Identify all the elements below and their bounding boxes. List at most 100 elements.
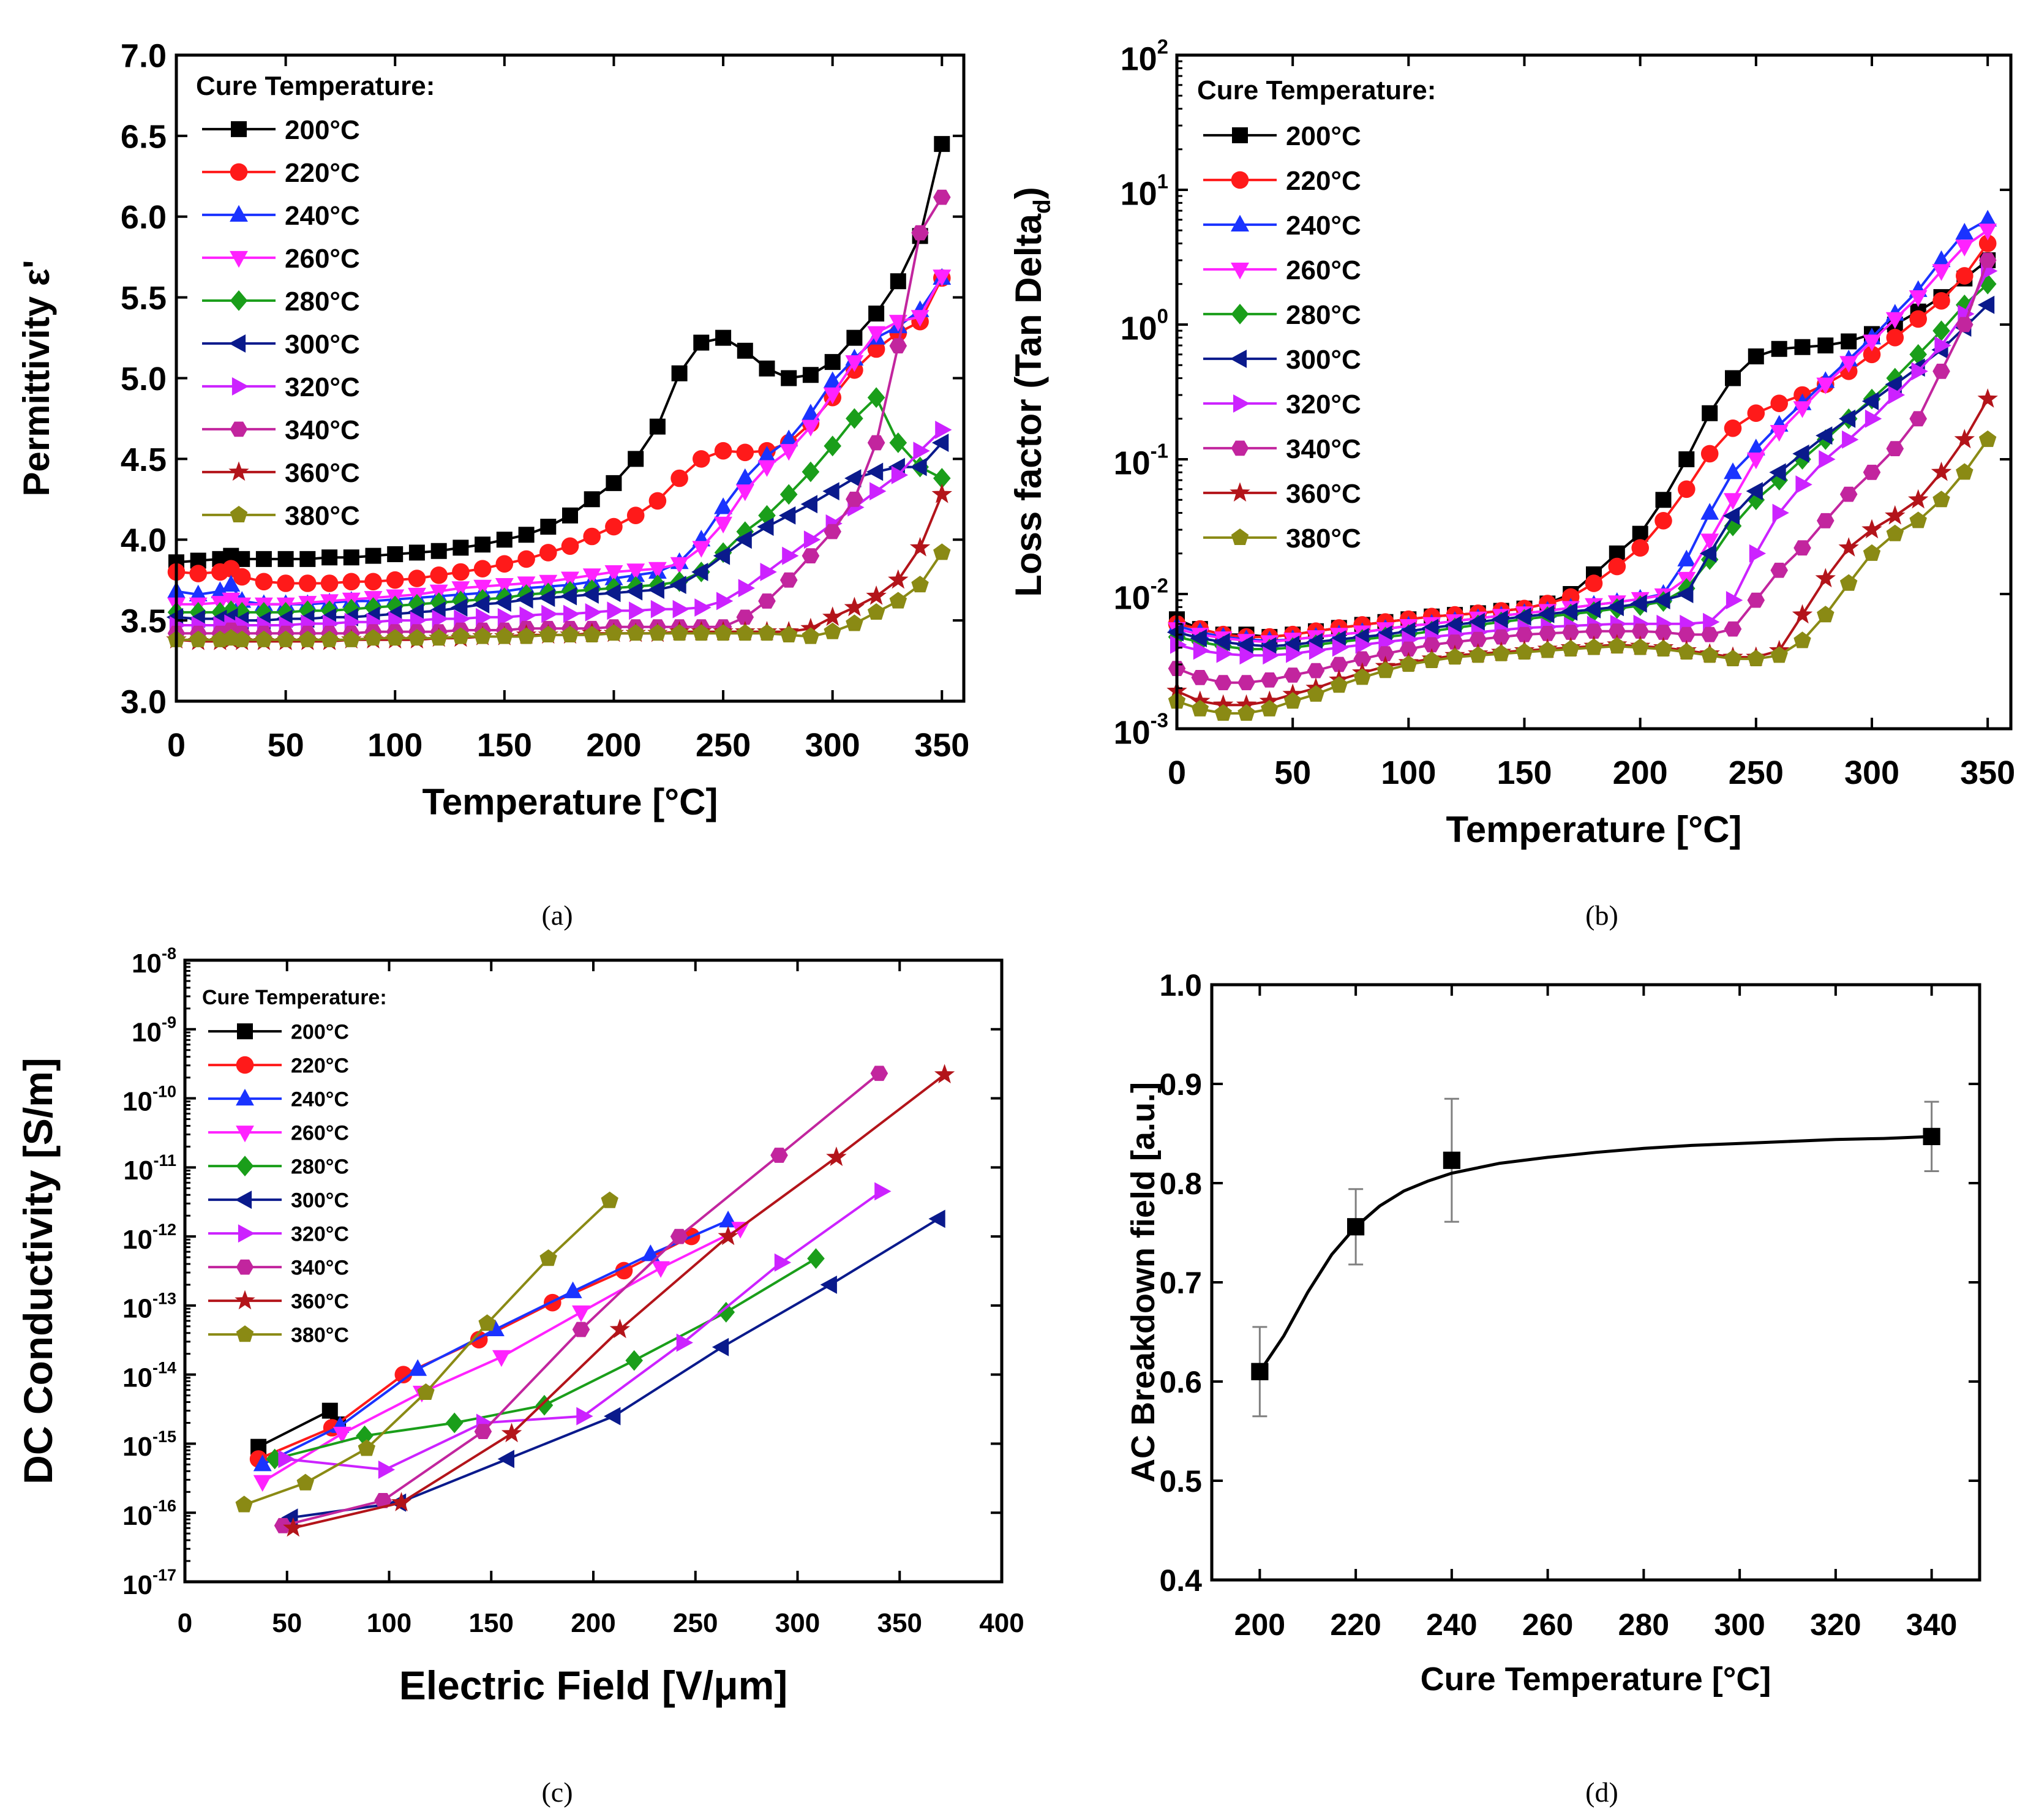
legend-entry-label: 200°C — [291, 1020, 349, 1043]
data-point — [933, 468, 951, 489]
data-point — [583, 625, 601, 642]
data-point — [478, 1314, 496, 1331]
data-point — [824, 524, 841, 540]
data-point — [1978, 224, 1997, 241]
data-point — [1909, 310, 1927, 328]
data-point — [1353, 651, 1371, 667]
data-point — [670, 469, 688, 487]
x-tick-label: 200 — [1234, 1608, 1285, 1642]
data-point — [1330, 656, 1348, 672]
data-point — [517, 627, 535, 644]
data-point — [891, 465, 909, 484]
data-point — [807, 1248, 825, 1269]
legend-entry-label: 220°C — [291, 1054, 349, 1077]
data-point — [452, 563, 470, 581]
x-tick-label: 150 — [477, 727, 532, 764]
x-tick-label: 400 — [979, 1608, 1024, 1638]
data-point — [846, 491, 863, 507]
series-line — [282, 1072, 881, 1527]
data-point — [1283, 667, 1302, 683]
data-point — [604, 1407, 621, 1426]
data-point — [1722, 506, 1740, 525]
data-point — [473, 579, 492, 596]
data-point — [495, 578, 514, 595]
data-point — [826, 1146, 847, 1167]
y-tick-label: 10-13 — [122, 1290, 176, 1324]
data-point — [913, 442, 930, 461]
data-point — [846, 329, 863, 346]
data-point — [1748, 348, 1764, 364]
data-point — [846, 408, 863, 429]
y-tick-label: 0.7 — [1159, 1266, 1202, 1300]
data-point — [889, 338, 907, 354]
data-point — [1795, 475, 1812, 494]
data-point — [1700, 549, 1719, 570]
data-point — [1956, 317, 1974, 333]
data-point — [802, 367, 819, 383]
data-point — [408, 570, 426, 587]
x-tick-label: 200 — [586, 727, 641, 764]
legend-marker — [230, 421, 248, 437]
data-point — [889, 592, 907, 609]
data-point — [1561, 625, 1580, 640]
data-point — [1746, 438, 1765, 456]
data-point — [822, 482, 839, 501]
data-point — [1585, 574, 1603, 592]
data-point — [417, 1383, 435, 1400]
data-point — [1166, 623, 1184, 642]
x-tick-label: 300 — [775, 1608, 820, 1638]
data-point — [601, 1191, 618, 1208]
data-point — [320, 630, 339, 647]
data-point — [1263, 646, 1280, 665]
legend-marker — [1231, 528, 1249, 545]
data-point — [1865, 409, 1882, 428]
data-point — [1514, 607, 1531, 626]
series-line — [293, 1074, 945, 1530]
data-point — [672, 600, 689, 619]
data-point — [1817, 513, 1835, 528]
data-point — [911, 310, 930, 327]
data-point — [1839, 574, 1858, 591]
data-point — [736, 624, 754, 641]
data-point — [1376, 661, 1394, 679]
data-point — [473, 627, 492, 644]
data-point — [867, 326, 886, 343]
data-point — [365, 547, 381, 564]
data-point — [486, 1319, 505, 1336]
legend-marker — [1230, 482, 1250, 502]
data-point — [1863, 464, 1881, 480]
caption-b: (b) — [1585, 900, 1618, 931]
legend-entry-label: 340°C — [285, 415, 360, 445]
legend-marker — [1231, 262, 1249, 280]
data-point — [757, 445, 776, 463]
data-point — [779, 506, 796, 525]
y-tick-label: 0.4 — [1159, 1563, 1202, 1598]
data-point — [716, 592, 734, 611]
data-point — [562, 507, 578, 524]
y-tick-label: 0.8 — [1159, 1167, 1202, 1201]
data-point — [364, 597, 382, 618]
data-point — [495, 627, 514, 644]
data-point — [802, 461, 820, 483]
data-point — [1793, 540, 1811, 556]
data-point — [296, 1473, 314, 1491]
data-point — [277, 551, 294, 567]
data-point — [374, 1493, 392, 1508]
legend-marker — [1232, 127, 1248, 143]
data-point — [476, 607, 493, 626]
x-tick-label: 200 — [571, 1608, 615, 1638]
data-point — [1699, 544, 1717, 563]
data-point — [867, 435, 885, 451]
data-point — [451, 598, 468, 617]
data-point — [802, 419, 820, 437]
data-point — [1190, 629, 1207, 648]
data-point — [715, 329, 732, 346]
data-point — [1309, 641, 1326, 660]
plot-frame — [1175, 53, 2013, 731]
data-point — [1469, 646, 1487, 663]
y-tick-label: 1.0 — [1159, 968, 1202, 1002]
data-point — [670, 557, 689, 574]
data-point — [890, 273, 906, 290]
chart-b: 0 50 100 150 200 250 300 350 10-3 10-2 10-1 100 101 1… — [1008, 35, 2015, 850]
x-axis-label: Temperature [°C] — [1446, 809, 1742, 850]
